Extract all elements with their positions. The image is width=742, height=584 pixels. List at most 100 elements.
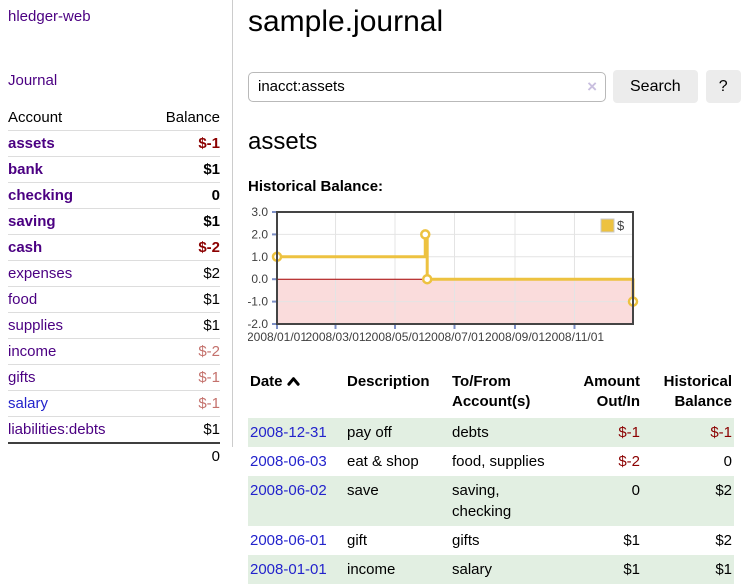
register-balance: $2	[715, 532, 732, 549]
account-row: expenses $2	[8, 260, 220, 287]
chart-title: Historical Balance:	[248, 178, 384, 195]
account-row: income $-2	[8, 338, 220, 365]
register-date-link[interactable]: 2008-01-01	[250, 561, 327, 578]
account-balance: $-1	[144, 364, 220, 391]
register-amount: 0	[631, 482, 640, 499]
search-box: ×	[248, 71, 606, 102]
account-row: saving $1	[8, 208, 220, 235]
account-link[interactable]: bank	[8, 161, 44, 178]
account-link[interactable]: income	[8, 343, 57, 360]
accounts-total-row: 0	[8, 442, 220, 469]
register-amount: $1	[623, 532, 640, 549]
account-link[interactable]: assets	[8, 135, 55, 152]
register-description: gift	[347, 532, 368, 549]
register-row: 2008-06-01 gift gifts $1 $2	[248, 526, 734, 555]
clear-search-icon[interactable]: ×	[587, 76, 597, 96]
data-point	[421, 273, 433, 285]
register-row: 2008-06-02 save saving, checking 0 $2	[248, 476, 734, 526]
account-row: supplies $1	[8, 312, 220, 339]
register-amount: $-1	[618, 424, 640, 441]
sort-ascending-icon	[286, 372, 300, 392]
accounts-header-row: Account Balance	[8, 105, 220, 131]
account-balance: $2	[144, 260, 220, 287]
register-accounts: salary	[452, 561, 493, 578]
register-description: income	[347, 561, 396, 578]
register-col-amount: Amount Out/In	[583, 373, 640, 410]
search-input[interactable]	[248, 71, 606, 102]
accounts-total-value: 0	[144, 442, 220, 469]
register-date-link[interactable]: 2008-12-31	[250, 424, 327, 441]
search-form: × Search ?	[248, 70, 742, 103]
account-row: liabilities:debts $1	[8, 416, 220, 444]
page-title: sample.journal	[248, 5, 444, 38]
historical-balance-chart: $3.0 2.0 1.0 0.0 -1.0 -2.0 2008/01/01 2008/03/0…	[248, 206, 668, 348]
x-tick-label: 2008/07/01	[424, 330, 484, 344]
register-accounts: saving, checking	[452, 482, 512, 520]
register-balance: 0	[723, 453, 732, 470]
account-balance: $1	[144, 208, 220, 235]
register-date-link[interactable]: 2008-06-01	[250, 532, 327, 549]
chart-canvas: $3.0 2.0 1.0 0.0 -1.0 -2.02008/01/012008/03/0…	[248, 206, 639, 344]
account-row: bank $1	[8, 156, 220, 183]
account-heading: assets	[248, 128, 318, 155]
y-tick-label: 1.0	[251, 250, 268, 264]
account-link[interactable]: expenses	[8, 265, 73, 282]
data-point	[420, 229, 431, 240]
search-button[interactable]: Search	[613, 70, 698, 103]
register-row: 2008-01-01 income salary $1 $1	[248, 555, 734, 584]
account-balance: $-1	[144, 390, 220, 417]
plot-border	[276, 211, 634, 325]
main-content: sample.journal × Search ? assets Histori…	[248, 0, 742, 584]
y-tick-label: -2.0	[248, 317, 268, 331]
account-link[interactable]: liabilities:debts	[8, 421, 106, 438]
register-row: 2008-12-31 pay off debts $-1 $-1	[248, 418, 734, 447]
account-link[interactable]: supplies	[8, 317, 64, 334]
register-date-link[interactable]: 2008-06-02	[250, 482, 327, 499]
y-tick-label: 0.0	[251, 272, 268, 286]
register-description: pay off	[347, 424, 392, 441]
x-tick-label: 2008/01/01	[248, 330, 307, 344]
app-title-link[interactable]: hledger-web	[8, 8, 91, 25]
register-balance: $2	[715, 482, 732, 499]
account-balance: $-1	[144, 130, 220, 157]
account-link[interactable]: saving	[8, 213, 56, 230]
account-link[interactable]: gifts	[8, 369, 36, 386]
account-row: gifts $-1	[8, 364, 220, 391]
x-tick-label: 2008/05/01	[365, 330, 425, 344]
account-link[interactable]: salary	[8, 395, 49, 412]
account-balance: $1	[144, 312, 220, 339]
register-description: eat & shop	[347, 453, 419, 470]
x-tick-label: 2008/11/01	[545, 330, 604, 344]
x-tick-label: 2008/09/01	[485, 330, 545, 344]
y-tick-label: 3.0	[251, 206, 268, 219]
register-col-date[interactable]: Date	[248, 372, 345, 418]
account-link[interactable]: checking	[8, 187, 74, 204]
y-tick-label: -1.0	[248, 295, 268, 309]
register-amount: $-2	[618, 453, 640, 470]
account-row: checking 0	[8, 182, 220, 209]
x-tick-label: 2008/03/01	[305, 330, 365, 344]
register-col-balance: Historical Balance	[663, 373, 732, 410]
account-row: assets $-1	[8, 130, 220, 157]
sidebar-item-journal[interactable]: Journal	[8, 72, 58, 89]
legend-swatch	[600, 218, 615, 233]
account-balance: $-2	[144, 234, 220, 261]
y-tick-label: 2.0	[251, 227, 268, 241]
account-link[interactable]: food	[8, 291, 38, 308]
register-accounts: food, supplies	[452, 453, 545, 470]
register-balance: $-1	[710, 424, 732, 441]
accounts-col-account: Account	[8, 105, 145, 131]
accounts-table: Account Balance assets $-1 bank $1 check…	[8, 105, 220, 469]
account-balance: 0	[144, 182, 220, 209]
account-row: food $1	[8, 286, 220, 313]
register-table: Date Description To/From Account(s) Amoun…	[248, 372, 734, 584]
register-row: 2008-06-03 eat & shop food, supplies $-2…	[248, 447, 734, 476]
account-row: cash $-2	[8, 234, 220, 261]
legend-label: $	[617, 218, 625, 233]
account-link[interactable]: cash	[8, 239, 43, 256]
register-accounts: debts	[452, 424, 489, 441]
help-button[interactable]: ?	[705, 70, 741, 103]
register-description: save	[347, 482, 379, 499]
register-date-link[interactable]: 2008-06-03	[250, 453, 327, 470]
